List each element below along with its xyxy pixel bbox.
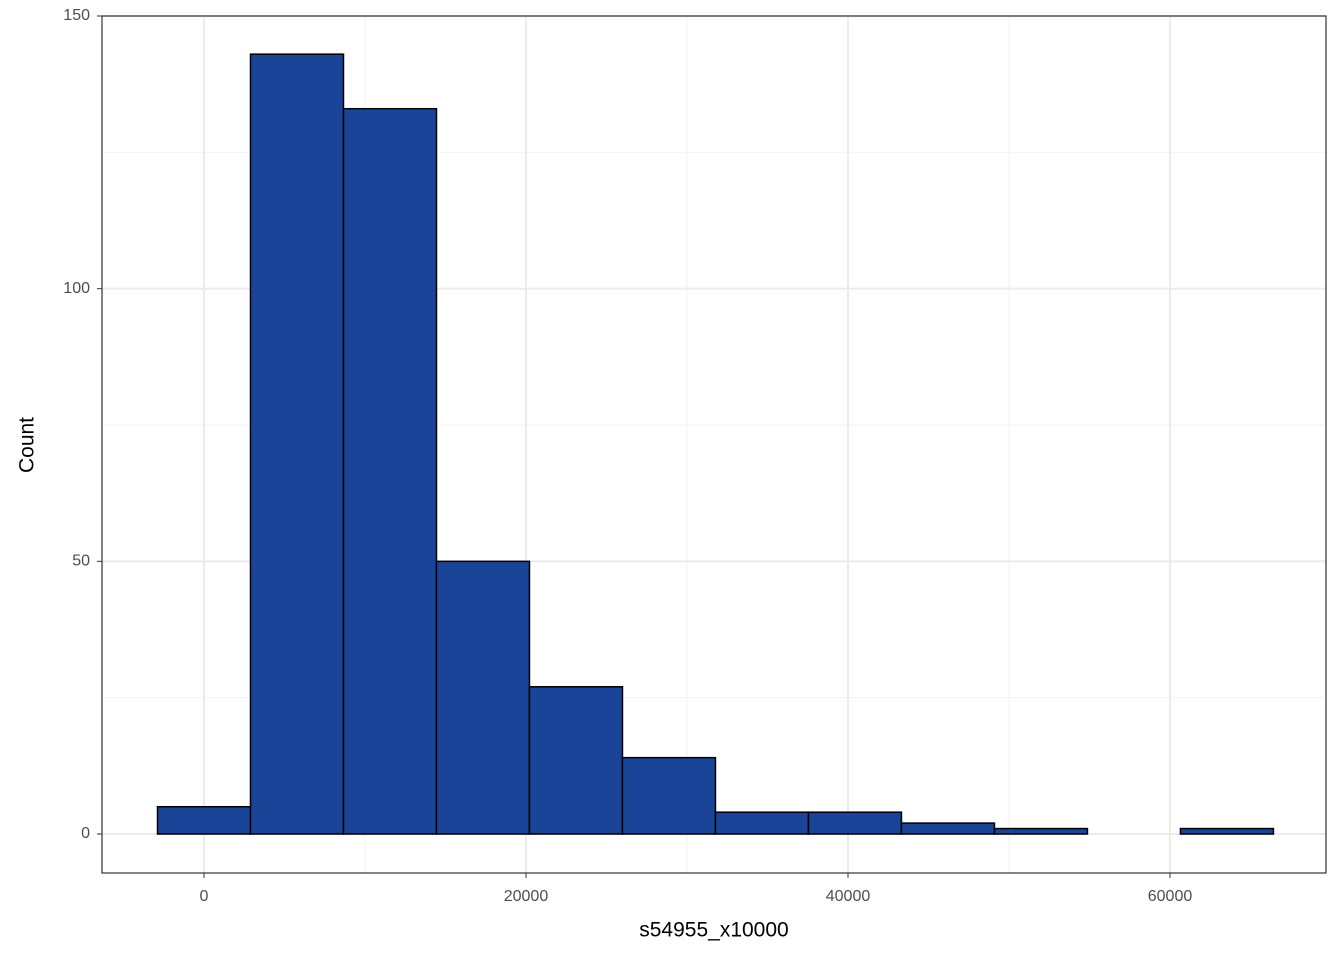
bar: [714, 811, 810, 835]
bar: [807, 811, 903, 835]
bar: [900, 822, 996, 835]
x-tick-label: 60000: [1148, 888, 1193, 905]
bar: [1179, 827, 1275, 835]
bar: [156, 805, 252, 835]
x-axis-title: s54955_x10000: [639, 919, 788, 942]
y-tick-label: 0: [81, 825, 90, 842]
y-tick-label: 50: [72, 553, 90, 570]
bar: [621, 756, 717, 835]
bar: [249, 53, 345, 835]
bar: [342, 107, 438, 835]
bar: [528, 686, 624, 835]
y-tick-label: 150: [63, 7, 90, 24]
bar: [435, 560, 531, 835]
panel-border: [101, 15, 1327, 874]
x-tick-label: 20000: [504, 888, 549, 905]
bar: [993, 827, 1089, 835]
x-tick-label: 0: [200, 888, 209, 905]
y-axis-title: Count: [16, 417, 39, 473]
x-tick-label: 40000: [826, 888, 871, 905]
y-tick-label: 100: [63, 280, 90, 297]
